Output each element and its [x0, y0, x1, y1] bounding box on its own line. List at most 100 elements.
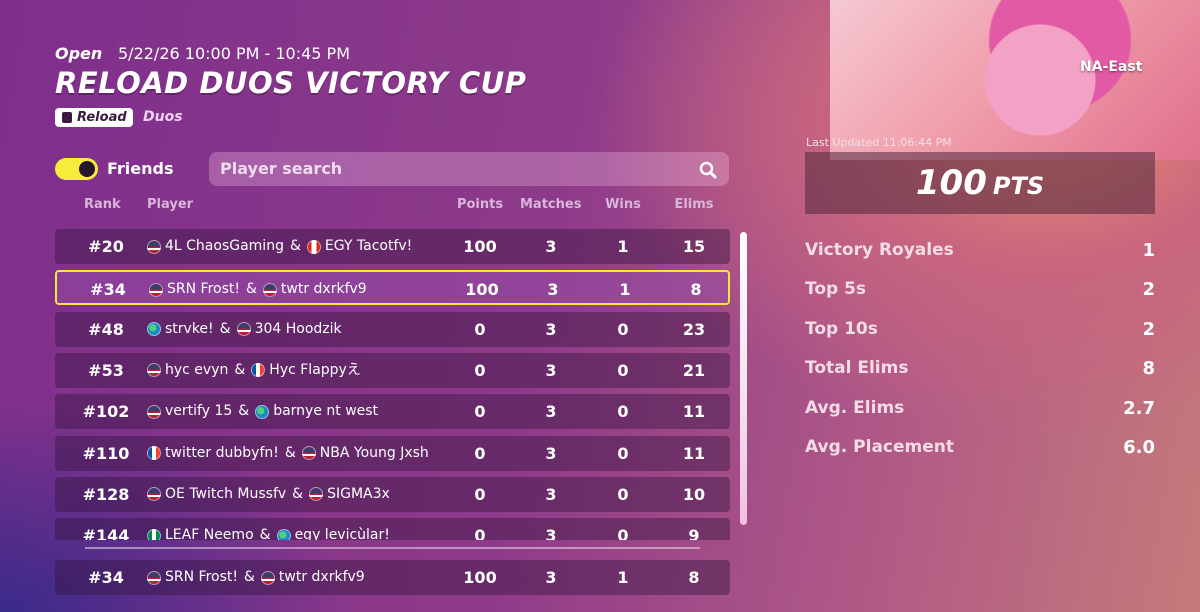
leaderboard-row[interactable]: #34 SRN Frost! & twtr dxrkfv9 100 3 1 8 — [55, 270, 730, 307]
flag-icon — [236, 322, 251, 337]
leaderboard-row[interactable]: #144 LEAF Neemo & egy levicùlar! 0 3 0 9 — [55, 518, 730, 540]
column-header: Rank — [84, 197, 121, 212]
flag-icon — [147, 487, 161, 502]
flag-icon — [276, 528, 291, 540]
player-name: Hyc Flappyえ — [269, 361, 361, 378]
player-name: strvke! — [165, 320, 214, 337]
separator: & — [292, 485, 304, 502]
player-name: 4L ChaosGaming — [165, 238, 284, 254]
rank: #128 — [82, 484, 130, 504]
points-unit: PTS — [992, 172, 1045, 200]
stat-label: Top 10s — [805, 318, 878, 339]
elims: 11 — [682, 402, 706, 422]
separator: & — [238, 403, 250, 420]
player-name: SRN Frost! — [165, 569, 238, 585]
player-name: twtr dxrkfv9 — [278, 569, 365, 585]
column-header: Points — [456, 197, 504, 212]
player-name: barnye nt west — [273, 403, 379, 420]
column-header: Matches — [520, 197, 582, 212]
wins: 1 — [617, 237, 629, 256]
last-updated: Last Updated 11:06:44 PM — [806, 136, 952, 149]
separator: & — [284, 444, 296, 461]
leaderboard-row[interactable]: #102 vertify 15 & barnye nt west 0 3 0 11 — [55, 394, 730, 430]
matches: 3 — [545, 402, 557, 422]
points: 100 — [915, 163, 987, 203]
player-name: egy levicùlar! — [294, 527, 390, 540]
wins: 0 — [617, 319, 629, 339]
flag-icon — [147, 570, 161, 585]
players: twitter dubbyfn! & NBA Young Jxsh — [147, 436, 429, 471]
rank: #102 — [82, 402, 130, 422]
player-name: LEAF Neemo — [165, 527, 254, 540]
rank: #34 — [88, 568, 124, 587]
column-header: Elims — [674, 197, 714, 212]
leaderboard-row[interactable]: #48 strvke! & 304 Hoodzik 0 3 0 23 — [55, 311, 730, 347]
separator: & — [219, 320, 231, 337]
player-name: SRN Frost! — [167, 281, 240, 298]
players: SRN Frost! & twtr dxrkfv9 — [147, 560, 365, 595]
team-size: Duos — [143, 109, 183, 125]
wins: 1 — [619, 280, 631, 300]
rank: #20 — [88, 237, 124, 256]
column-header: Player — [147, 197, 194, 212]
flag-icon — [147, 404, 161, 419]
stat-label: Victory Royales — [805, 240, 954, 260]
pinned-row-wrap: #34 SRN Frost! & twtr dxrkfv9 100 3 1 8 — [55, 560, 730, 595]
players: vertify 15 & barnye nt west — [147, 394, 378, 429]
rank: #110 — [82, 443, 130, 463]
stat-label: Avg. Placement — [805, 437, 955, 457]
flag-icon — [251, 363, 266, 378]
friends-toggle[interactable] — [55, 158, 98, 180]
matches: 3 — [545, 484, 557, 504]
separator: & — [259, 527, 271, 540]
stat-label: Top 5s — [805, 279, 867, 300]
search-icon — [699, 161, 717, 179]
character-art — [830, 0, 1200, 160]
wins: 0 — [617, 443, 629, 463]
matches: 3 — [545, 360, 557, 380]
players: OE Twitch Mussfv & SIGMA3x — [147, 477, 390, 512]
flag-icon — [147, 363, 161, 378]
matches: 3 — [545, 319, 557, 339]
leaderboard-row[interactable]: #110 twitter dubbyfn! & NBA Young Jxsh 0 3 0 11 — [55, 435, 730, 471]
flag-icon — [147, 446, 161, 460]
rank: #34 — [90, 280, 126, 300]
leaderboard: #20 4L ChaosGaming & EGY Tacotfv! 100 3 1 15 #34… — [55, 229, 730, 540]
points: 0 — [474, 443, 486, 463]
leaderboard-row[interactable]: #128 OE Twitch Mussfv & SIGMA3x 0 3 0 10 — [55, 476, 730, 512]
leaderboard-row[interactable]: #53 hyc evyn & Hyc Flappyえ 0 3 0 21 — [55, 352, 730, 388]
mode-tag: Reload — [55, 108, 133, 127]
flag-icon — [255, 404, 270, 419]
player-name: vertify 15 — [165, 403, 233, 420]
toggle-label: Friends — [107, 159, 174, 178]
stat-label: Avg. Elims — [805, 397, 905, 418]
points: 100 — [463, 568, 497, 587]
player-name: twitter dubbyfn! — [165, 444, 279, 461]
leaderboard-row[interactable]: #34 SRN Frost! & twtr dxrkfv9 100 3 1 8 — [55, 560, 730, 595]
leaderboard-row[interactable]: #20 4L ChaosGaming & EGY Tacotfv! 100 3 1 15 — [55, 229, 730, 264]
players: SRN Frost! & twtr dxrkfv9 — [149, 272, 367, 307]
points: 100 — [463, 237, 497, 256]
points: 100 — [465, 280, 499, 300]
wins: 1 — [617, 568, 629, 587]
elims: 23 — [682, 319, 706, 339]
flag-icon — [262, 282, 277, 297]
player-name: hyc evyn — [165, 361, 229, 378]
player-name: OE Twitch Mussfv — [165, 485, 287, 502]
separator: & — [245, 281, 257, 298]
matches: 3 — [545, 526, 557, 540]
separator: & — [243, 569, 255, 585]
title: RELOAD DUOS VICTORY CUP — [55, 66, 527, 100]
points: 0 — [474, 484, 486, 504]
flag-icon — [301, 446, 316, 460]
player-name: NBA Young Jxsh — [319, 444, 429, 461]
flag-icon — [149, 282, 163, 297]
stat-label: Total Elims — [805, 358, 909, 379]
players: strvke! & 304 Hoodzik — [147, 312, 342, 347]
scrollbar[interactable] — [740, 232, 747, 525]
points: 0 — [474, 319, 486, 339]
wins: 0 — [617, 402, 629, 422]
search-box[interactable]: Player search — [209, 152, 729, 186]
player-name: SIGMA3x — [327, 485, 390, 502]
